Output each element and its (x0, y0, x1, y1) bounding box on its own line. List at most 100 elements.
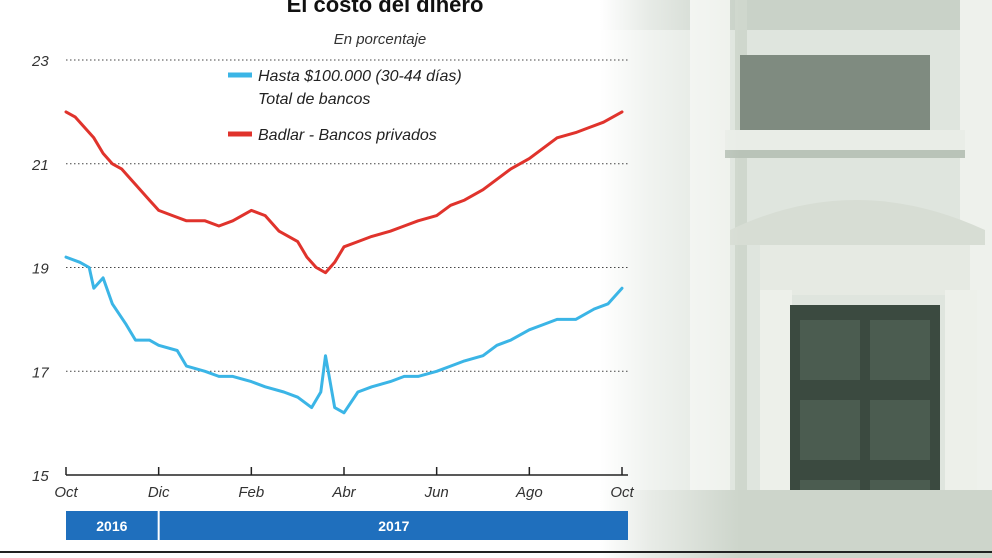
series-2-point-34 (509, 167, 512, 171)
series-2-point-38 (574, 131, 577, 134)
series-1-point-26 (389, 380, 392, 383)
series-2-point-5 (111, 162, 114, 165)
series-1-point-37 (555, 318, 559, 321)
series-2-point-9 (157, 209, 160, 212)
series-line-2 (64, 110, 624, 275)
series-2-point-21 (324, 271, 327, 274)
series-2-point-12 (203, 219, 207, 223)
series-1-point-27 (403, 375, 406, 378)
series-1-point-38 (574, 318, 577, 321)
series-1-point-24 (356, 390, 360, 394)
y-tick-label-19: 19 (32, 261, 49, 278)
series-1-point-11 (185, 364, 188, 368)
series-1-point-41 (620, 287, 624, 290)
series-2-point-19 (305, 255, 309, 259)
series-1-point-10 (176, 349, 179, 352)
series-line-1 (64, 255, 624, 415)
series-1-point-40 (606, 302, 610, 306)
series-1-point-0 (64, 255, 68, 259)
x-tick-label-4: Jun (424, 484, 449, 501)
series-2-point-26 (389, 229, 392, 233)
series-1-point-8 (148, 338, 151, 342)
y-tick-label-21: 21 (31, 157, 49, 174)
series-1-point-5 (111, 302, 114, 306)
series-2-point-29 (435, 214, 438, 217)
series-2-point-15 (250, 209, 253, 212)
chart-subtitle: En porcentaje (334, 31, 427, 48)
series-2-point-35 (528, 157, 531, 160)
year-band: 2016 2017 (66, 511, 628, 540)
series-2-point-30 (449, 204, 452, 207)
x-axis: Oct Dic Feb Abr Jun Ago Oct (54, 467, 634, 501)
series-2-point-41 (620, 110, 624, 114)
series-2-point-11 (185, 219, 188, 223)
legend-label-series1-line1: Hasta $100.000 (30-44 días) (258, 68, 462, 85)
series-2-point-20 (315, 266, 318, 269)
x-tick-label-1: Dic (148, 484, 170, 501)
series-2-point-24 (356, 240, 360, 243)
x-tick-label-0: Oct (54, 484, 78, 501)
series-1-point-25 (370, 385, 373, 389)
series-1-point-29 (435, 370, 438, 373)
series-1-point-17 (282, 390, 285, 394)
series-2-point-40 (602, 121, 605, 124)
series-2-point-32 (481, 188, 485, 191)
x-tick-label-2: Feb (238, 484, 264, 501)
series-1-point-6 (125, 323, 128, 326)
series-2-point-18 (296, 240, 299, 243)
series-1-point-18 (296, 395, 299, 399)
series-1-point-35 (528, 328, 531, 331)
series-2-point-0 (64, 110, 68, 114)
series-2-point-22 (333, 261, 336, 264)
series-2-point-6 (120, 167, 123, 171)
legend-label-series2: Badlar - Bancos privados (258, 127, 437, 144)
year-band-2017 (159, 511, 628, 540)
photo-fade (600, 0, 740, 558)
series-layer (64, 110, 624, 415)
series-1-point-21 (324, 354, 327, 357)
series-1-point-7 (134, 338, 137, 342)
y-tick-label-15: 15 (32, 468, 49, 485)
series-2-point-31 (463, 198, 466, 202)
series-1-point-23 (342, 411, 346, 414)
series-2-point-36 (542, 146, 545, 150)
series-1-point-22 (333, 406, 336, 409)
y-tick-label-17: 17 (32, 364, 49, 381)
series-2-point-14 (231, 219, 234, 223)
series-1-point-36 (542, 323, 545, 326)
series-1-point-9 (157, 344, 160, 347)
series-2-point-7 (134, 183, 137, 186)
series-1-point-4 (101, 276, 105, 280)
x-tick-label-5: Ago (515, 484, 543, 501)
series-2-point-28 (416, 219, 420, 223)
series-1-point-34 (509, 338, 512, 342)
series-2-point-8 (148, 198, 151, 202)
series-1-point-31 (463, 359, 466, 363)
series-2-point-25 (370, 235, 373, 238)
series-2-point-23 (342, 245, 346, 248)
series-2-point-2 (83, 126, 86, 129)
series-1-point-39 (593, 307, 596, 311)
series-2-point-27 (403, 224, 406, 228)
year-band-2016 (66, 511, 158, 540)
series-2-point-37 (555, 136, 559, 140)
x-tick-label-6: Oct (610, 484, 634, 501)
series-2-point-17 (277, 229, 281, 233)
series-1-point-32 (481, 354, 485, 357)
year-band-label-2017: 2017 (378, 518, 409, 534)
series-1-point-30 (449, 364, 452, 368)
series-2-point-4 (101, 152, 105, 155)
series-1-point-2 (87, 266, 91, 269)
series-2-point-10 (171, 214, 174, 217)
series-2-point-33 (495, 178, 499, 181)
x-tick-label-3: Abr (331, 484, 356, 501)
grid-lines: 15 17 19 21 23 (31, 53, 628, 485)
y-tick-label-23: 23 (31, 53, 49, 70)
series-1-point-19 (310, 406, 313, 409)
series-2-point-39 (588, 126, 591, 129)
series-1-point-12 (203, 370, 207, 373)
series-2-point-16 (264, 214, 267, 217)
legend: Hasta $100.000 (30-44 días) Total de ban… (228, 68, 462, 144)
series-1-point-3 (92, 287, 96, 290)
series-2-point-1 (74, 115, 77, 119)
